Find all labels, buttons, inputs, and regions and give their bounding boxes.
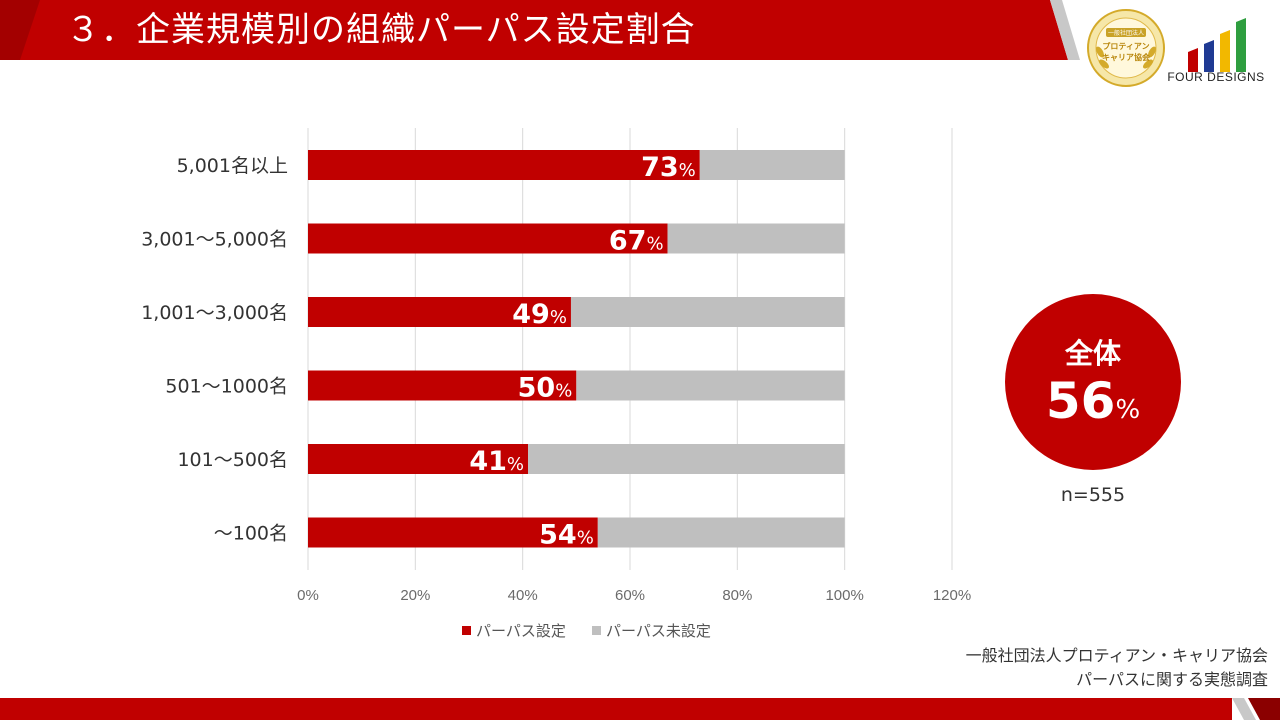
gridlines — [307, 128, 953, 570]
bar-purpose-unset — [570, 297, 845, 327]
x-axis-ticks: 0% 20% 40% 60% 80% 100% 120% — [297, 587, 971, 604]
overall-value: 56% — [1045, 372, 1141, 430]
overall-unit: % — [1115, 395, 1141, 425]
category-label: 101～500名 — [177, 449, 288, 471]
x-tick-label: 0% — [297, 587, 319, 604]
bar-purpose-set — [308, 297, 571, 327]
data-label: 67% — [609, 226, 664, 257]
gold-laurel-seal-icon: 一般社団法人 プロティアン キャリア協会 — [1087, 9, 1165, 87]
bar-purpose-set — [308, 517, 598, 548]
bar-purpose-set — [308, 223, 668, 254]
four-bars-logo-icon — [1188, 18, 1246, 72]
x-tick-label: 20% — [400, 587, 430, 604]
legend-label: パーパス未設定 — [606, 622, 711, 640]
x-tick-label: 80% — [722, 587, 752, 604]
legend-swatch — [462, 626, 471, 635]
data-label: 41% — [469, 446, 524, 477]
category-label: 3,001～5,000名 — [141, 229, 288, 251]
source-note: 一般社団法人プロティアン・キャリア協会 パーパスに関する実態調査 — [966, 644, 1268, 692]
category-labels: 5,001名以上 3,001～5,000名 1,001～3,000名 501～1000… — [141, 155, 288, 545]
category-label: ～100名 — [214, 523, 288, 545]
category-label: 501～1000名 — [165, 376, 288, 398]
bar-purpose-set — [308, 150, 700, 180]
bars — [308, 150, 845, 548]
x-tick-label: 40% — [508, 587, 538, 604]
source-line-2: パーパスに関する実態調査 — [1076, 670, 1268, 689]
x-tick-label: 100% — [825, 587, 863, 604]
bar-purpose-set — [308, 370, 577, 401]
brand-name: FOUR DESIGNS — [1167, 70, 1265, 84]
seal-text-line2: プロティアン — [1102, 41, 1149, 51]
page-title: ３．企業規模別の組織パーパス設定割合 — [66, 10, 696, 50]
source-line-1: 一般社団法人プロティアン・キャリア協会 — [965, 646, 1268, 665]
x-tick-label: 60% — [615, 587, 645, 604]
seal-text-line1: 一般社団法人 — [1108, 29, 1144, 37]
legend-label: パーパス設定 — [476, 622, 566, 640]
data-label: 54% — [539, 520, 594, 551]
bar-purpose-unset — [576, 370, 845, 401]
bar-purpose-set — [308, 444, 529, 474]
bar-purpose-unset — [528, 444, 845, 474]
bar-purpose-unset — [597, 517, 845, 548]
legend-swatch — [592, 626, 601, 635]
overall-circle: 全体 56% — [1005, 294, 1181, 470]
bar-purpose-unset — [699, 150, 845, 180]
category-label: 5,001名以上 — [177, 155, 288, 177]
x-tick-label: 120% — [933, 587, 971, 604]
legend: パーパス設定 パーパス未設定 — [462, 622, 711, 640]
seal-text-line3: キャリア協会 — [1102, 52, 1150, 62]
data-label: 49% — [512, 299, 567, 330]
sample-size: n=555 — [1060, 484, 1126, 506]
data-labels: 73% 67% 49% 50% 41% 54% — [469, 152, 695, 551]
bar-purpose-unset — [667, 223, 845, 254]
category-label: 1,001～3,000名 — [141, 302, 288, 324]
footer-bar — [0, 698, 1280, 720]
data-label: 50% — [518, 373, 573, 404]
data-label: 73% — [641, 152, 696, 183]
overall-label: 全体 — [1064, 337, 1121, 370]
header-banner — [0, 0, 1080, 60]
